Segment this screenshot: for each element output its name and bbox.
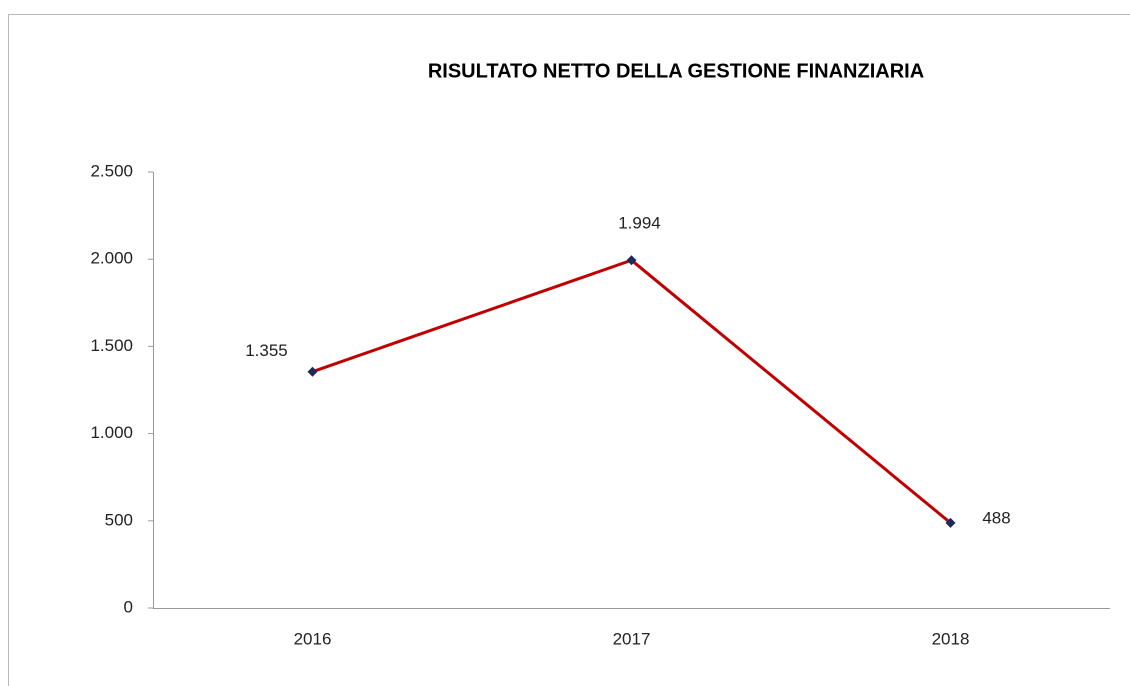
x-tick-label: 2016 — [294, 629, 332, 648]
data-label: 1.994 — [618, 214, 661, 233]
x-tick-label: 2018 — [932, 629, 970, 648]
marker — [945, 517, 956, 528]
line — [312, 258, 952, 525]
data-label: 1.355 — [245, 341, 288, 360]
y-tick-label: 500 — [105, 510, 133, 529]
y-tick-label: 1.000 — [90, 423, 133, 442]
x-tick-label: 2017 — [613, 629, 651, 648]
y-tick-label: 0 — [124, 597, 133, 616]
y-tick-label: 2.500 — [90, 161, 133, 180]
marker — [307, 366, 318, 377]
y-tick-label: 2.000 — [90, 249, 133, 268]
data-label: 488 — [982, 508, 1010, 527]
y-tick-label: 1.500 — [90, 336, 133, 355]
marker — [626, 255, 637, 266]
chart-title: RISULTATO NETTO DELLA GESTIONE FINANZIAR… — [428, 60, 924, 82]
